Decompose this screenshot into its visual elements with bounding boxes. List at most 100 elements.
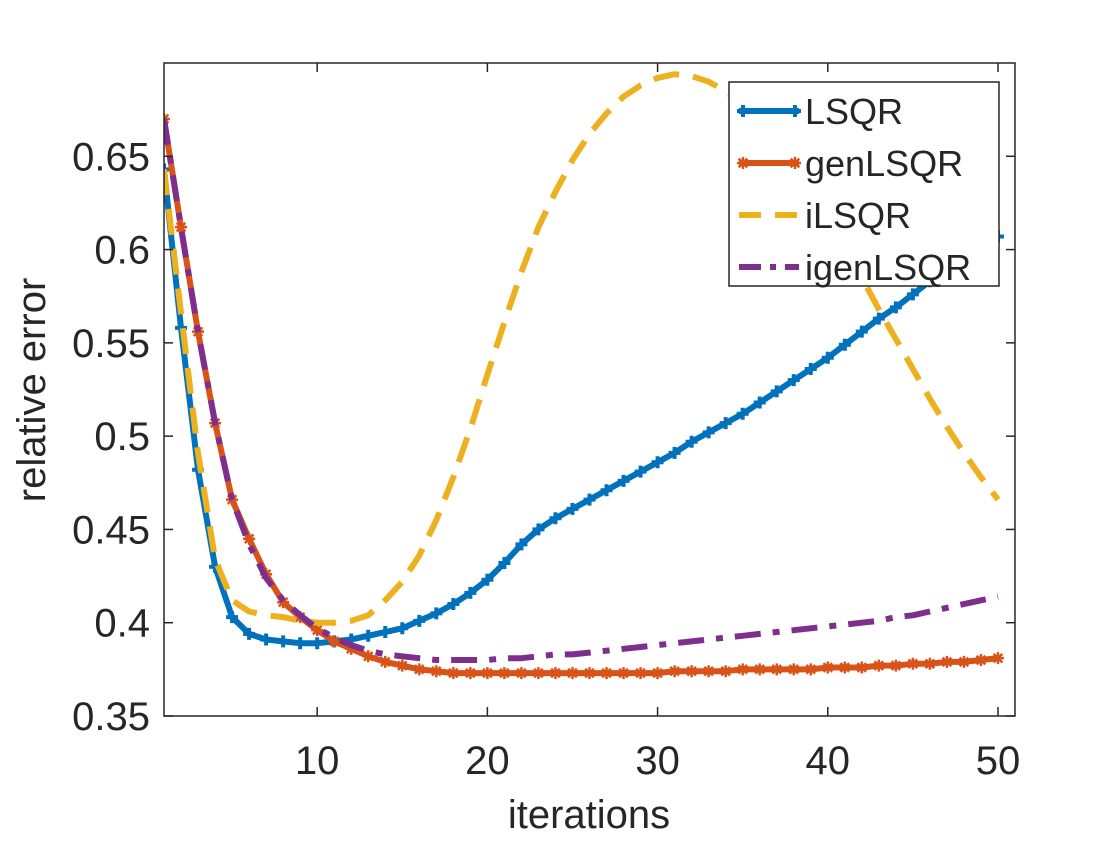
data-point bbox=[362, 629, 375, 642]
legend-marker bbox=[737, 157, 749, 169]
series-igenlsqr bbox=[164, 118, 999, 663]
series-line bbox=[164, 118, 999, 663]
data-point bbox=[668, 665, 681, 678]
y-tick-label: 0.65 bbox=[72, 135, 150, 179]
data-point bbox=[566, 502, 579, 515]
y-axis-label: relative error bbox=[10, 278, 54, 503]
data-point bbox=[872, 659, 885, 672]
data-point bbox=[702, 426, 715, 439]
y-tick-label: 0.6 bbox=[94, 229, 150, 273]
data-point bbox=[226, 611, 239, 624]
data-point bbox=[634, 465, 647, 478]
data-point bbox=[974, 654, 987, 667]
data-point bbox=[345, 642, 358, 655]
data-point bbox=[515, 667, 528, 680]
data-point bbox=[770, 663, 783, 676]
data-point bbox=[532, 667, 545, 680]
data-point bbox=[481, 573, 494, 586]
data-point bbox=[260, 633, 273, 646]
data-point bbox=[770, 385, 783, 398]
data-point bbox=[821, 661, 834, 674]
x-tick-label: 20 bbox=[465, 739, 510, 783]
data-point bbox=[991, 652, 1004, 665]
data-point bbox=[821, 351, 834, 364]
data-point bbox=[379, 626, 392, 639]
data-point bbox=[583, 667, 596, 680]
data-point bbox=[464, 586, 477, 599]
legend-marker bbox=[789, 105, 801, 117]
data-point bbox=[753, 396, 766, 409]
data-point bbox=[617, 474, 630, 487]
data-point bbox=[685, 665, 698, 678]
data-point bbox=[413, 663, 426, 676]
data-point bbox=[481, 667, 494, 680]
data-point bbox=[855, 325, 868, 338]
data-point bbox=[277, 596, 290, 609]
data-point bbox=[957, 655, 970, 668]
data-point bbox=[600, 484, 613, 497]
data-point bbox=[838, 338, 851, 351]
data-point bbox=[736, 407, 749, 420]
data-point bbox=[532, 523, 545, 536]
data-point bbox=[838, 661, 851, 674]
data-point bbox=[889, 659, 902, 672]
data-point bbox=[328, 635, 341, 648]
data-point bbox=[685, 435, 698, 448]
data-point bbox=[396, 659, 409, 672]
data-point bbox=[923, 657, 936, 670]
data-point bbox=[906, 288, 919, 301]
ticks-layer: 10 20 30 40 50 0.35 0.4 0.45 0.5 0.55 0.6 0.65 bbox=[72, 63, 1020, 783]
legend-label: iLSQR bbox=[805, 195, 911, 236]
y-tick-label: 0.35 bbox=[72, 695, 150, 739]
data-point bbox=[668, 446, 681, 459]
x-axis-label: iterations bbox=[508, 793, 670, 837]
data-point bbox=[243, 627, 256, 640]
data-point bbox=[430, 607, 443, 620]
legend: LSQR genLSQR iLSQR igenLSQR bbox=[728, 81, 1000, 288]
data-point bbox=[311, 637, 324, 650]
data-point bbox=[362, 650, 375, 663]
data-point bbox=[549, 667, 562, 680]
data-point bbox=[515, 538, 528, 551]
data-point bbox=[413, 614, 426, 627]
y-tick-label: 0.5 bbox=[94, 415, 150, 459]
data-point bbox=[311, 624, 324, 637]
data-point bbox=[164, 163, 170, 176]
data-point bbox=[447, 667, 460, 680]
x-tick-label: 50 bbox=[976, 739, 1021, 783]
data-point bbox=[651, 456, 664, 469]
x-tick-label: 40 bbox=[806, 739, 851, 783]
y-tick-label: 0.55 bbox=[72, 322, 150, 366]
data-point bbox=[566, 667, 579, 680]
legend-box bbox=[728, 81, 1000, 287]
data-point bbox=[702, 665, 715, 678]
plot-frame bbox=[163, 62, 1016, 717]
data-point bbox=[447, 598, 460, 611]
data-point bbox=[753, 663, 766, 676]
data-point bbox=[787, 374, 800, 387]
data-point bbox=[498, 557, 511, 570]
legend-marker bbox=[737, 105, 749, 117]
data-point bbox=[719, 665, 732, 678]
data-point bbox=[804, 663, 817, 676]
data-point bbox=[736, 663, 749, 676]
data-point bbox=[889, 301, 902, 314]
data-point bbox=[498, 667, 511, 680]
data-point bbox=[872, 312, 885, 325]
data-point bbox=[719, 417, 732, 430]
data-point bbox=[464, 667, 477, 680]
data-point bbox=[294, 637, 307, 650]
data-point bbox=[243, 532, 256, 545]
data-point bbox=[396, 622, 409, 635]
legend-label: igenLSQR bbox=[805, 247, 971, 288]
y-tick-label: 0.45 bbox=[72, 508, 150, 552]
data-point bbox=[855, 661, 868, 674]
data-point bbox=[906, 657, 919, 670]
x-tick-label: 30 bbox=[635, 739, 680, 783]
data-point bbox=[787, 663, 800, 676]
y-tick-label: 0.4 bbox=[94, 602, 150, 646]
legend-label: genLSQR bbox=[805, 143, 963, 184]
x-tick-label: 10 bbox=[295, 739, 340, 783]
